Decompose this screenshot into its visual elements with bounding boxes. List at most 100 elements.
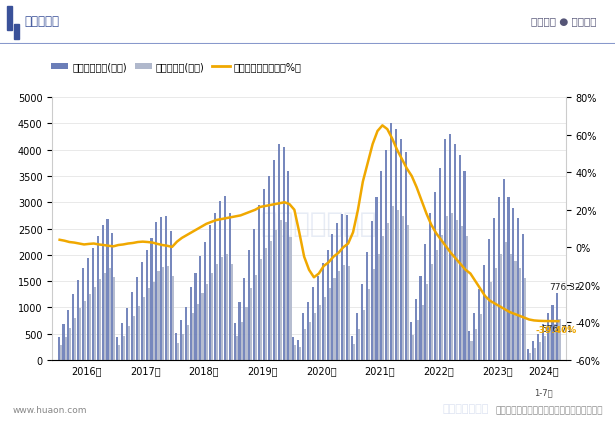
Bar <box>493 219 495 360</box>
Bar <box>552 305 554 360</box>
Bar <box>103 273 106 360</box>
Bar <box>426 285 429 360</box>
Bar <box>156 223 157 360</box>
Bar <box>79 308 81 360</box>
Bar <box>187 325 189 360</box>
Bar <box>116 337 118 360</box>
Bar <box>214 213 216 360</box>
Bar <box>192 314 194 360</box>
Bar <box>74 318 76 360</box>
Bar <box>307 302 309 360</box>
Bar <box>368 290 370 360</box>
Bar <box>236 336 238 360</box>
Bar <box>224 196 226 360</box>
Bar <box>436 250 438 360</box>
Bar <box>302 314 304 360</box>
Bar <box>361 284 363 360</box>
Bar <box>407 225 409 360</box>
Bar <box>92 249 94 360</box>
Bar <box>219 202 221 360</box>
Bar <box>328 289 331 360</box>
Text: 华经产业研究院: 华经产业研究院 <box>443 403 489 413</box>
Bar <box>113 278 116 360</box>
Bar <box>363 310 365 360</box>
Bar <box>250 289 252 360</box>
Bar <box>84 301 86 360</box>
Bar <box>123 337 125 360</box>
Bar <box>175 334 177 360</box>
Bar <box>148 289 149 360</box>
Bar <box>346 216 348 360</box>
Bar <box>248 250 250 360</box>
Bar <box>221 258 223 360</box>
Bar <box>280 221 282 360</box>
Bar <box>207 284 208 360</box>
Bar <box>464 171 466 360</box>
Bar <box>14 25 19 40</box>
Bar <box>444 140 446 360</box>
Bar <box>366 253 368 360</box>
Bar <box>253 229 255 360</box>
Bar <box>87 259 89 360</box>
Text: -39.40%: -39.40% <box>536 325 577 335</box>
Text: 数据来源：国家统计局；华经产业研究院整理: 数据来源：国家统计局；华经产业研究院整理 <box>495 406 603 414</box>
Bar <box>429 213 431 360</box>
Bar <box>300 347 301 360</box>
Bar <box>118 345 121 360</box>
Bar <box>202 293 204 360</box>
Legend: 房地产投资额(亿元), 住宅投资额(亿元), 房地产投资额增速（%）: 房地产投资额(亿元), 住宅投资额(亿元), 房地产投资额增速（%） <box>47 58 306 76</box>
Bar <box>356 313 358 360</box>
Bar <box>547 314 549 360</box>
Bar <box>67 310 69 360</box>
Bar <box>97 237 99 360</box>
Bar <box>322 263 323 360</box>
Bar <box>385 150 387 360</box>
Bar <box>469 331 470 360</box>
Bar <box>537 334 539 360</box>
Bar <box>180 321 182 360</box>
Bar <box>534 348 536 360</box>
Bar <box>400 140 402 360</box>
Bar <box>239 302 240 360</box>
Bar <box>336 224 338 360</box>
Bar <box>126 308 128 360</box>
Bar <box>421 305 424 360</box>
Bar <box>466 237 467 360</box>
Bar <box>446 216 448 360</box>
Bar <box>58 337 60 360</box>
Bar <box>338 271 341 360</box>
Bar <box>157 271 159 360</box>
Text: 1-7月: 1-7月 <box>534 387 553 396</box>
Bar <box>255 275 257 360</box>
Bar <box>341 214 343 360</box>
Bar <box>510 255 512 360</box>
Bar <box>475 329 477 360</box>
Bar <box>488 239 490 360</box>
Bar <box>373 270 375 360</box>
Bar <box>402 217 404 360</box>
Bar <box>272 161 275 360</box>
Bar <box>151 239 153 360</box>
Bar <box>141 262 143 360</box>
Bar <box>265 249 267 360</box>
Bar <box>454 145 456 360</box>
Bar <box>270 241 272 360</box>
Bar <box>229 213 231 360</box>
Text: 专业严谨 ● 客观科学: 专业严谨 ● 客观科学 <box>531 17 597 26</box>
Bar <box>268 176 270 360</box>
Bar <box>245 307 247 360</box>
Bar <box>63 325 65 360</box>
Bar <box>290 237 292 360</box>
Bar <box>495 268 497 360</box>
Bar <box>343 265 346 360</box>
Bar <box>99 280 101 360</box>
Bar <box>204 242 207 360</box>
Bar <box>133 317 135 360</box>
Bar <box>392 207 394 360</box>
Bar <box>60 345 62 360</box>
Bar <box>431 264 434 360</box>
Bar <box>539 343 541 360</box>
Bar <box>333 279 336 360</box>
Bar <box>295 345 296 360</box>
Bar <box>128 326 130 360</box>
